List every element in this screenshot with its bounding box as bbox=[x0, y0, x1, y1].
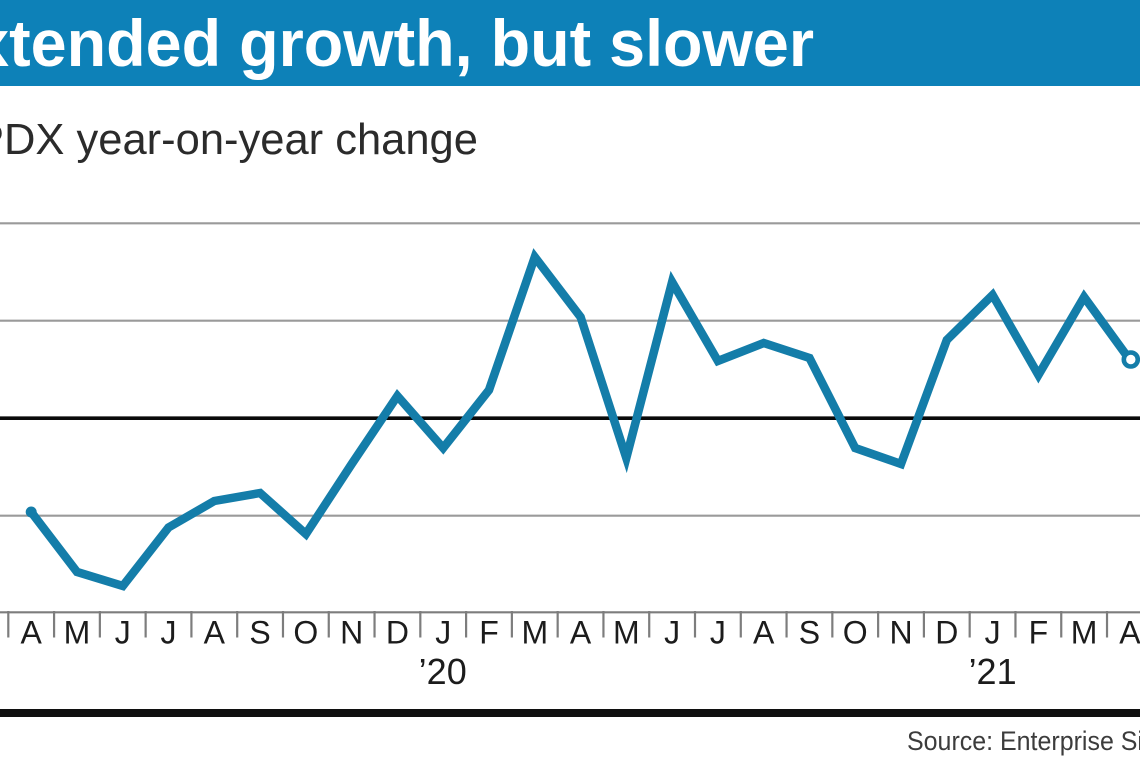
svg-text:M: M bbox=[613, 615, 640, 651]
svg-text:A: A bbox=[753, 615, 775, 651]
svg-text:M: M bbox=[64, 615, 91, 651]
svg-text:N: N bbox=[340, 615, 363, 651]
svg-text:A: A bbox=[570, 615, 592, 651]
svg-text:M: M bbox=[1071, 615, 1098, 651]
svg-text:J: J bbox=[161, 615, 177, 651]
svg-text:A: A bbox=[21, 615, 43, 651]
svg-text:S: S bbox=[799, 615, 820, 651]
svg-text:F: F bbox=[1029, 615, 1049, 651]
svg-text:F: F bbox=[479, 615, 499, 651]
svg-text:D: D bbox=[386, 615, 409, 651]
svg-text:J: J bbox=[664, 615, 680, 651]
svg-text:J: J bbox=[115, 615, 131, 651]
svg-text:M: M bbox=[521, 615, 548, 651]
svg-text:’20: ’20 bbox=[419, 651, 467, 692]
svg-text:’21: ’21 bbox=[969, 651, 1017, 692]
svg-text:A: A bbox=[204, 615, 226, 651]
svg-text:S: S bbox=[249, 615, 270, 651]
svg-text:D: D bbox=[935, 615, 958, 651]
svg-text:J: J bbox=[985, 615, 1001, 651]
svg-text:A: A bbox=[1119, 615, 1140, 651]
svg-text:O: O bbox=[843, 615, 868, 651]
svg-text:J: J bbox=[710, 615, 726, 651]
svg-text:O: O bbox=[293, 615, 318, 651]
svg-text:J: J bbox=[435, 615, 451, 651]
svg-text:N: N bbox=[889, 615, 912, 651]
